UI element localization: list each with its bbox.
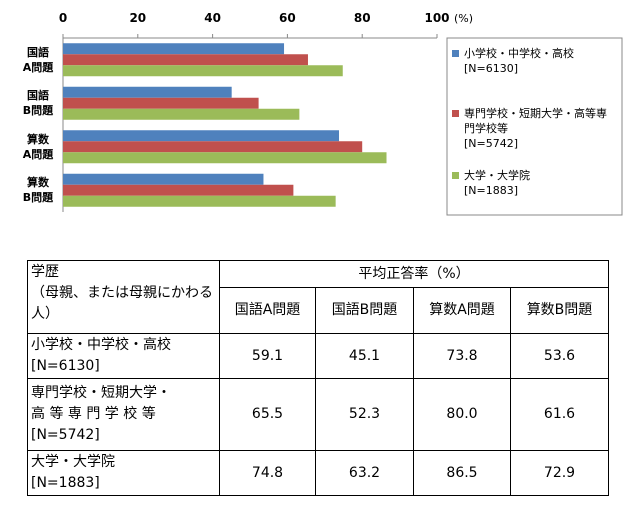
row-label: 専門学校・短期大学・ 高 等 専 門 学 校 等 [N=5742] <box>27 378 220 451</box>
x-tick-label: 100 <box>424 11 449 25</box>
bar <box>63 54 308 66</box>
legend-entry: 大学・大学院 [N=1883] <box>464 169 530 197</box>
table-cell: 86.5 <box>413 450 511 496</box>
row-label: 小学校・中学校・高校 [N=6130] <box>27 333 220 379</box>
x-tick-label: 20 <box>129 11 146 25</box>
x-tick-label: 40 <box>204 11 221 25</box>
table-cell: 63.2 <box>315 450 414 496</box>
category-label: 国語 B問題 <box>22 89 54 118</box>
bar <box>63 141 363 153</box>
legend-entry: 専門学校・短期大学・高等専 門学校等 [N=5742] <box>464 107 607 150</box>
bar <box>63 43 285 55</box>
table-cell: 65.5 <box>219 378 316 451</box>
table-cell: 73.8 <box>413 333 511 379</box>
table-cell: 61.6 <box>510 378 609 451</box>
category-label: 算数 A問題 <box>22 132 54 161</box>
bar <box>63 86 232 98</box>
x-tick-label: 80 <box>354 11 371 25</box>
chart: 0 20 40 60 80 100 (%) <box>59 11 623 216</box>
table-subheader: 算数A問題 <box>413 287 511 334</box>
table-cell: 74.8 <box>219 450 316 496</box>
bar <box>63 130 340 142</box>
legend-swatch <box>452 172 459 179</box>
bar <box>63 97 259 109</box>
table-header: 平均正答率（%） <box>219 260 609 288</box>
data-table: 学歴 （母親、または母親にかわる人） 平均正答率（%） 国語A問題 国語B問題 … <box>27 260 609 496</box>
x-axis-label: (%) <box>454 12 473 25</box>
bar <box>63 195 336 207</box>
bar <box>63 108 300 120</box>
table-cell: 80.0 <box>413 378 511 451</box>
x-tick-label: 60 <box>279 11 296 25</box>
bar <box>63 184 294 196</box>
table-cell: 72.9 <box>510 450 609 496</box>
table-subheader: 国語A問題 <box>219 287 316 334</box>
table-cell: 52.3 <box>315 378 414 451</box>
row-label: 大学・大学院 [N=1883] <box>27 450 220 496</box>
legend-swatch <box>452 50 459 57</box>
legend-box <box>446 37 623 216</box>
legend-entry: 小学校・中学校・高校 [N=6130] <box>464 47 574 75</box>
table-subheader: 算数B問題 <box>510 287 609 334</box>
bar <box>63 173 264 185</box>
table-cell: 45.1 <box>315 333 414 379</box>
table-cell: 53.6 <box>510 333 609 379</box>
bar <box>63 152 387 164</box>
table-header: 学歴 （母親、または母親にかわる人） <box>27 260 220 334</box>
bar <box>63 65 343 77</box>
table-subheader: 国語B問題 <box>315 287 414 334</box>
category-label: 算数 B問題 <box>22 176 54 205</box>
table-cell: 59.1 <box>219 333 316 379</box>
category-label: 国語 A問題 <box>22 45 54 74</box>
legend-swatch <box>452 110 459 117</box>
x-tick-label: 0 <box>59 11 67 25</box>
